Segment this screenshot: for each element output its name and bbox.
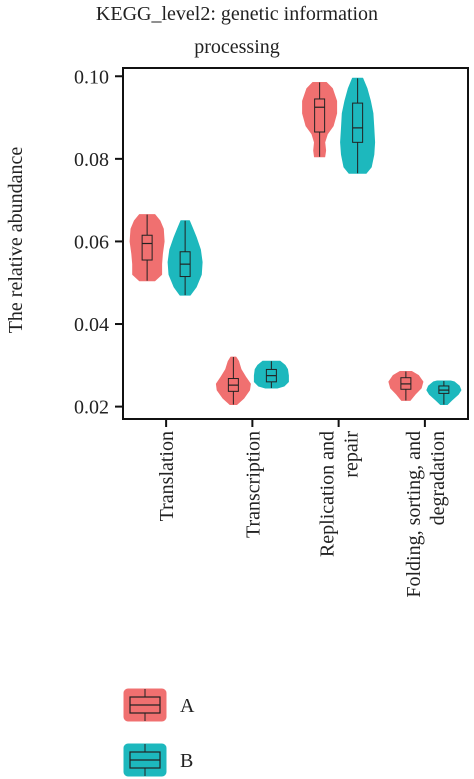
chart-title-line-1: KEGG_level2: genetic information — [96, 3, 378, 25]
chart-title-line-2: processing — [194, 36, 280, 58]
x-tick-label: Folding, sorting, and — [403, 431, 425, 598]
violins-layer — [129, 77, 462, 405]
box-B-2 — [352, 102, 364, 143]
violin-B-0 — [167, 220, 203, 296]
box-A-2 — [314, 98, 326, 133]
y-tick-label: 0.02 — [74, 397, 109, 419]
legend-label-A: A — [180, 695, 195, 717]
box-A-0 — [141, 234, 153, 261]
y-tick-label: 0.08 — [74, 149, 109, 171]
x-tick-label: Transcription — [242, 431, 264, 538]
violin-B-2 — [340, 77, 376, 174]
y-axis: 0.10 0.08 0.06 0.04 0.02 — [74, 66, 123, 419]
x-tick-label: degradation — [427, 431, 449, 525]
violin-A-3 — [388, 371, 424, 401]
legend-label-B: B — [180, 750, 193, 772]
y-axis-label: The relative abundance — [5, 147, 27, 334]
x-tick-label: Translation — [156, 431, 178, 521]
y-tick-label: 0.06 — [74, 231, 109, 253]
violin-B-1 — [253, 360, 289, 389]
violin-A-1 — [215, 356, 251, 405]
violin-A-0 — [129, 214, 165, 282]
y-tick-label: 0.04 — [74, 314, 109, 336]
y-tick-label: 0.10 — [74, 66, 109, 88]
legend: AB — [123, 688, 195, 777]
x-tick-label: Replication and — [317, 431, 339, 557]
violin-B-3 — [426, 380, 462, 405]
plot-area-border — [122, 67, 469, 420]
x-axis-labels: Translation Transcription Replication and r… — [156, 419, 449, 598]
x-tick-label: repair — [341, 431, 363, 478]
violin-A-2 — [302, 82, 338, 158]
